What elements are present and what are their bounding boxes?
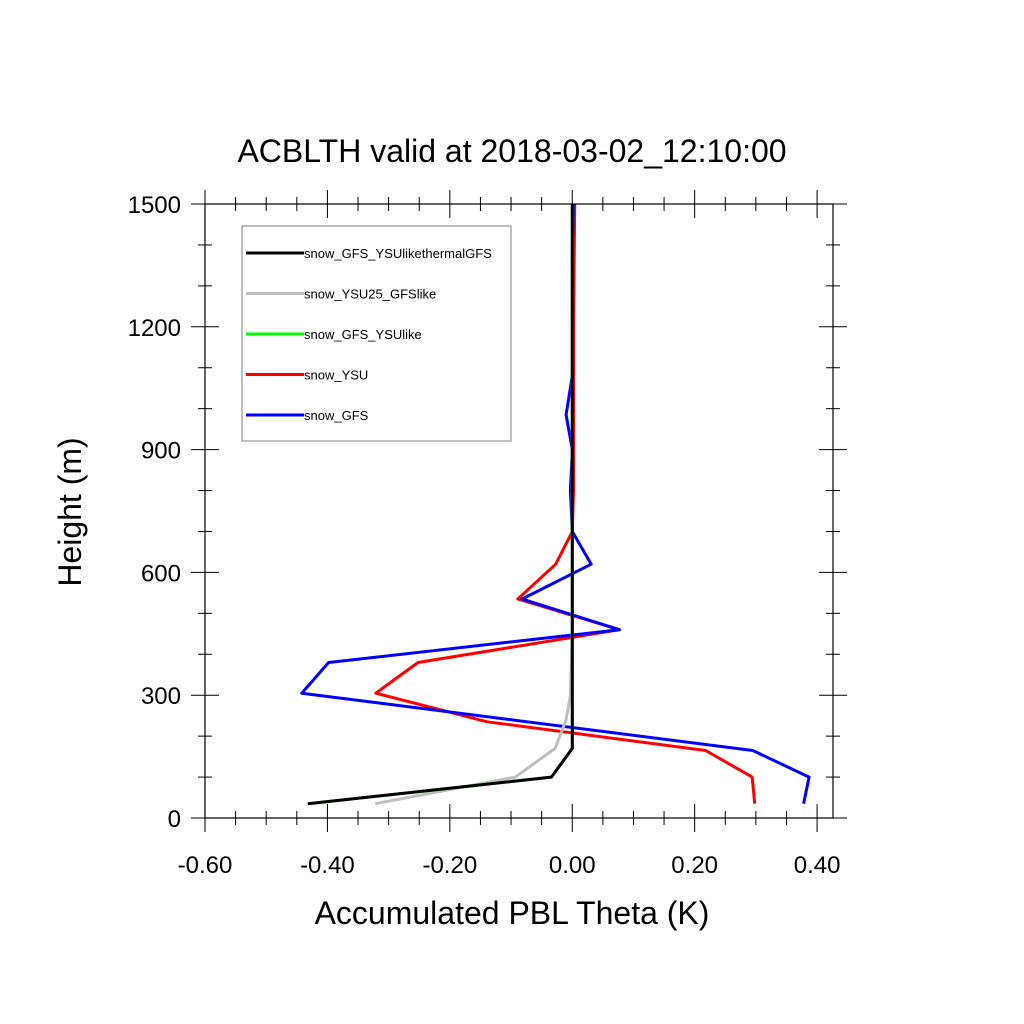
y-tick-label: 0 (168, 806, 181, 833)
x-tick-label: 0.00 (549, 852, 596, 879)
chart-title: ACBLTH valid at 2018-03-02_12:10:00 (237, 133, 786, 169)
x-tick-label: -0.40 (300, 852, 355, 879)
plot-frame (204, 203, 834, 819)
y-tick-label: 1200 (128, 315, 181, 342)
x-axis-label: Accumulated PBL Theta (K) (315, 895, 710, 931)
y-axis-label: Height (m) (52, 437, 88, 586)
x-tick-label: -0.60 (178, 852, 233, 879)
legend-label: snow_GFS (304, 408, 369, 423)
tick-labels: 0 300 600 900 1200 1500 -0.60 -0.40 -0.20 0.00 0.2… (128, 192, 841, 879)
series-layer (300, 203, 811, 806)
legend: snow_GFS_YSUlikethermalGFS snow_YSU25_GFS… (241, 225, 512, 442)
y-tick-label: 900 (141, 438, 181, 465)
y-tick-label: 1500 (128, 192, 181, 219)
series-line-snow_GFS_YSUlikethermalGFS (307, 204, 574, 806)
legend-label: snow_YSU (304, 368, 368, 383)
x-tick-label: -0.20 (422, 852, 477, 879)
x-tick-label: 0.20 (671, 852, 718, 879)
x-tick-label: 0.40 (794, 852, 841, 879)
y-tick-label: 300 (141, 683, 181, 710)
legend-label: snow_GFS_YSUlike (304, 327, 422, 342)
legend-label: snow_YSU25_GFSlike (304, 287, 436, 302)
legend-label: snow_GFS_YSUlikethermalGFS (304, 246, 492, 261)
y-tick-label: 600 (141, 560, 181, 587)
